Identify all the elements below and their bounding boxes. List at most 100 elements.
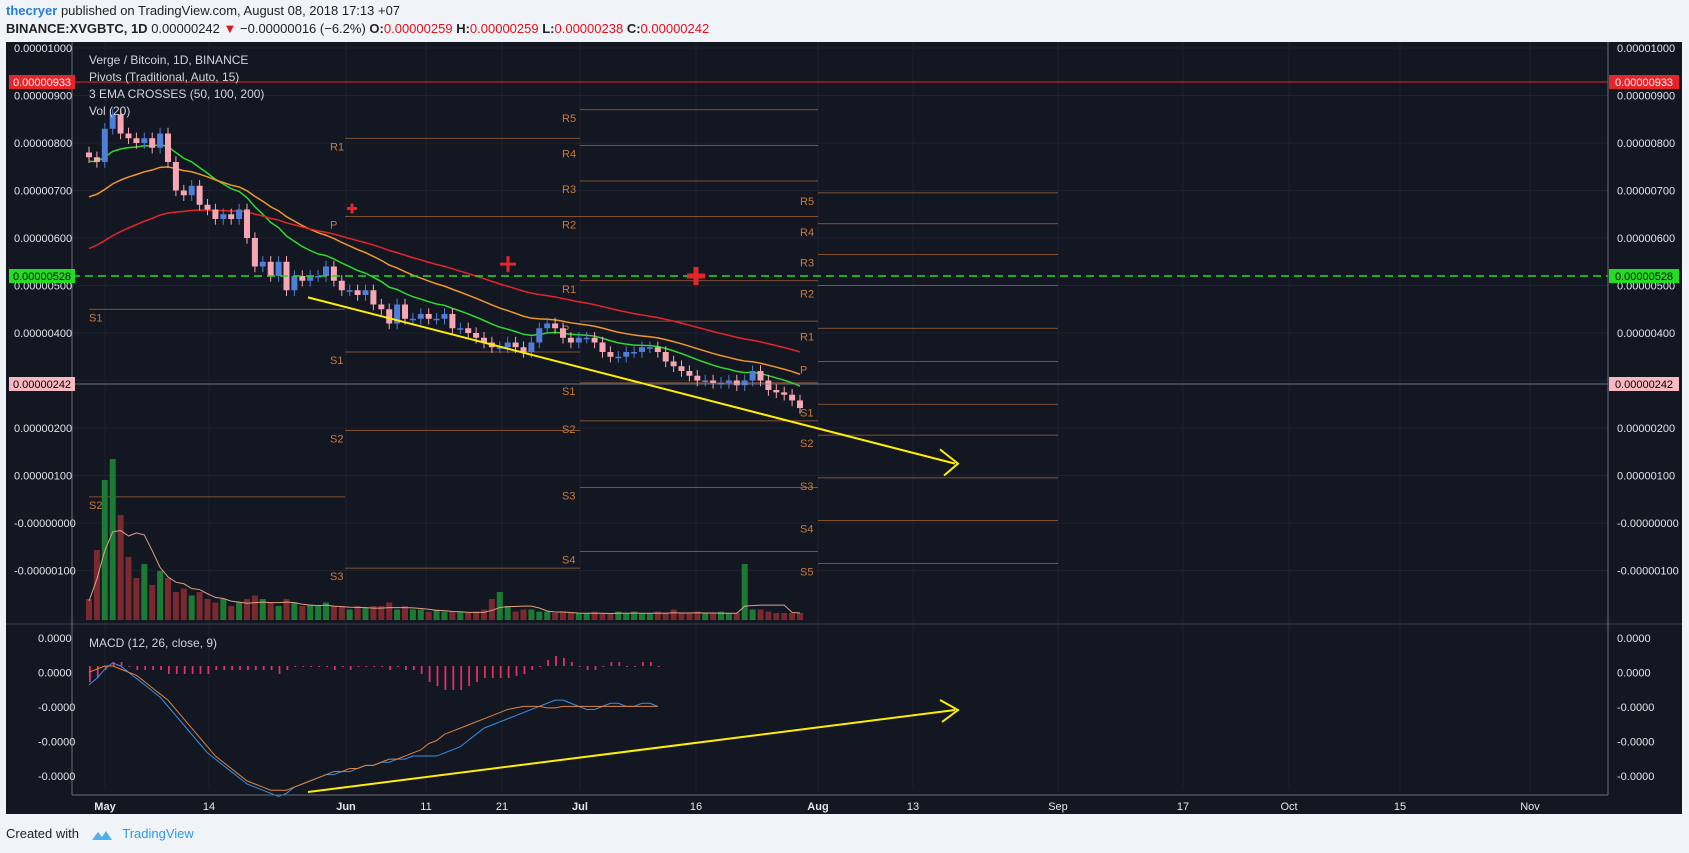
- candle-body: [299, 276, 306, 281]
- volume-bar: [670, 609, 677, 620]
- volume-bar: [536, 611, 543, 620]
- candle-body: [220, 214, 227, 219]
- candle-body: [267, 261, 274, 276]
- y-tick-label-right: 0.00000900: [1617, 91, 1675, 103]
- pivot-label: S2: [89, 500, 102, 512]
- volume-bar: [283, 599, 290, 620]
- macd-histogram-bar: [128, 666, 131, 667]
- candle-body: [631, 352, 638, 354]
- macd-histogram-bar: [610, 662, 613, 666]
- volume-bar: [141, 564, 148, 620]
- macd-histogram-bar: [420, 666, 423, 674]
- x-tick-label: Jul: [572, 801, 588, 813]
- volume-bar: [425, 611, 432, 620]
- volume-bar: [481, 609, 487, 620]
- candle-body: [409, 318, 416, 321]
- pivot-label: R5: [800, 196, 814, 208]
- candle-body: [188, 185, 195, 196]
- volume-bar: [228, 606, 235, 620]
- candle-body: [504, 342, 511, 348]
- volume-bar: [291, 602, 298, 620]
- pivot-label: S2: [800, 438, 813, 450]
- macd-histogram-bar: [555, 656, 557, 666]
- volume-bar: [212, 602, 219, 620]
- volume-bar: [599, 613, 606, 620]
- candle-body: [702, 380, 709, 382]
- candle-body: [346, 290, 353, 292]
- legend-vol: Vol (20): [89, 104, 130, 118]
- volume-bar: [567, 613, 574, 620]
- candle-body: [607, 352, 614, 357]
- volume-bar: [133, 578, 140, 620]
- ema-fast-line: [88, 143, 801, 387]
- candle-body: [141, 138, 148, 143]
- ema-cross-marker: [687, 267, 705, 285]
- volume-bar: [394, 609, 401, 620]
- volume-bar: [662, 613, 669, 620]
- macd-histogram-bar: [476, 666, 478, 682]
- candle-body: [402, 304, 408, 319]
- candle-body: [212, 209, 219, 219]
- macd-histogram-bar: [326, 666, 328, 667]
- volume-bar: [718, 611, 724, 620]
- volume-bar: [552, 613, 559, 620]
- volume-bar: [417, 609, 424, 620]
- volume-bar: [180, 588, 187, 620]
- volume-bar: [710, 613, 717, 620]
- down-arrow-icon: ▼: [223, 21, 237, 36]
- volume-bar: [615, 611, 622, 620]
- candle-body: [560, 328, 566, 338]
- pivot-label: R2: [562, 220, 576, 232]
- volume-bar: [749, 609, 756, 620]
- macd-histogram-bar: [112, 662, 115, 666]
- pivot-label: S4: [800, 524, 813, 536]
- candle-body: [378, 304, 385, 310]
- volume-bar: [496, 592, 503, 620]
- candle-body: [654, 347, 661, 352]
- volume-bar: [330, 606, 337, 620]
- x-tick-label: Aug: [807, 801, 828, 813]
- macd-histogram-bar: [231, 666, 233, 670]
- macd-histogram-bar: [412, 666, 415, 670]
- candle-body: [765, 380, 772, 390]
- low-label: L:: [542, 21, 555, 36]
- tradingview-logo-icon[interactable]: [91, 828, 113, 842]
- author-name[interactable]: thecryer: [6, 3, 58, 18]
- candle-body: [417, 314, 424, 319]
- macd-histogram-bar: [183, 666, 186, 674]
- volume-bar: [433, 609, 440, 620]
- macd-histogram-bar: [254, 666, 257, 670]
- macd-histogram-bar: [120, 662, 123, 666]
- macd-histogram-bar: [144, 666, 147, 670]
- last-price: 0.00000242: [151, 21, 220, 36]
- volume-bar: [354, 606, 361, 620]
- macd-histogram-bar: [262, 666, 265, 670]
- badge-level-green: 0.00000528: [9, 269, 75, 283]
- macd-histogram-bar: [578, 666, 581, 667]
- candle-body: [251, 238, 258, 267]
- y-tick-label-right: 0.00000700: [1617, 186, 1675, 198]
- candle-body: [646, 347, 653, 349]
- y-tick-label-left: 0.00000400: [14, 328, 72, 340]
- x-tick-label: 13: [907, 801, 919, 813]
- candle-body: [338, 280, 345, 291]
- volume-bar: [259, 599, 266, 620]
- macd-histogram-bar: [373, 666, 376, 667]
- macd-histogram-bar: [207, 666, 210, 674]
- y-tick-label-left: 0.00000700: [14, 186, 72, 198]
- candle-body: [694, 375, 701, 381]
- macd-histogram-bar: [531, 666, 534, 670]
- macd-histogram-bar: [436, 666, 439, 686]
- macd-pane: [6, 623, 1682, 797]
- chart-canvas[interactable]: S1 S2 R1 P S1 S2 S3 R5 R4 R3 R2 R1 P S1 S2 S3 S4 R5 R4 R3 R2…: [0, 40, 1689, 815]
- candle-body: [536, 328, 543, 343]
- macd-histogram-bar: [499, 666, 502, 678]
- x-tick-label: Sep: [1048, 801, 1068, 813]
- x-tick-label: 11: [420, 801, 431, 813]
- macd-histogram-bar: [365, 666, 368, 667]
- volume-bar: [646, 613, 653, 620]
- macd-histogram-bar: [247, 666, 249, 670]
- candle-body: [465, 328, 472, 333]
- macd-y-tick-right: 0.0000: [1617, 633, 1651, 645]
- tradingview-link[interactable]: TradingView: [122, 826, 194, 841]
